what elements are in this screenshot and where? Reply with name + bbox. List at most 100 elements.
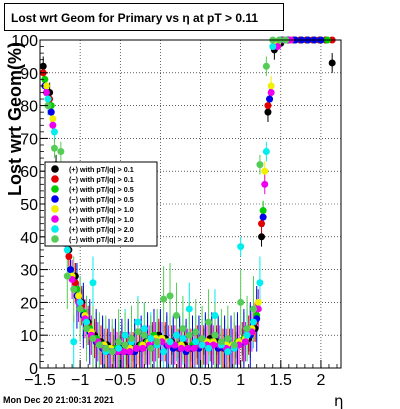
data-point xyxy=(274,43,282,51)
data-point xyxy=(121,331,129,339)
data-point xyxy=(166,338,174,346)
data-point xyxy=(267,88,275,96)
data-point xyxy=(63,272,71,280)
y-tick-label: 100 xyxy=(11,33,38,50)
data-point xyxy=(205,344,213,352)
legend-marker xyxy=(51,235,59,243)
data-point xyxy=(83,325,91,333)
y-tick-label: 0 xyxy=(29,361,38,378)
data-point xyxy=(115,338,123,346)
y-tick-label: 30 xyxy=(20,263,38,280)
data-point xyxy=(63,246,71,254)
data-point xyxy=(211,331,219,339)
data-point xyxy=(254,305,262,313)
data-point xyxy=(259,213,267,221)
data-point xyxy=(108,348,116,356)
data-point xyxy=(269,43,277,51)
legend-marker xyxy=(51,175,59,183)
data-point xyxy=(75,292,83,300)
data-point xyxy=(262,62,270,70)
y-tick-label: 60 xyxy=(20,164,38,181)
data-point xyxy=(185,305,193,313)
data-point xyxy=(190,344,198,352)
legend-marker xyxy=(51,185,59,193)
data-point xyxy=(328,59,336,67)
data-point xyxy=(115,344,123,352)
x-tick-label: −1.5 xyxy=(24,372,56,389)
data-point xyxy=(217,338,225,346)
legend-entry: (−) with pT/|q| > 0.5 xyxy=(69,195,134,204)
legend-entry: (+) with pT/|q| > 0.5 xyxy=(69,185,134,194)
data-point xyxy=(139,344,147,352)
data-point xyxy=(192,328,200,336)
data-point xyxy=(243,331,251,339)
x-tick-label: −1 xyxy=(71,372,89,389)
data-point xyxy=(237,243,245,251)
data-point xyxy=(147,334,155,342)
data-point xyxy=(126,348,134,356)
x-axis-label: η xyxy=(334,392,344,409)
data-point xyxy=(95,341,103,349)
data-point xyxy=(76,298,84,306)
data-point xyxy=(184,344,192,352)
x-tick-label: 1 xyxy=(236,372,245,389)
legend-entry: (−) with pT/|q| > 1.0 xyxy=(69,215,134,224)
data-point xyxy=(67,266,75,274)
data-point xyxy=(121,341,129,349)
x-tick-label: −0.5 xyxy=(104,372,136,389)
data-point xyxy=(256,161,264,169)
data-point xyxy=(264,108,272,116)
data-point xyxy=(258,233,266,241)
legend-marker xyxy=(51,195,59,203)
data-point xyxy=(266,95,274,103)
legend: (+) with pT/|q| > 0.1 (−) with pT/|q| > 0… xyxy=(44,161,158,247)
data-point xyxy=(205,318,213,326)
legend-box xyxy=(44,161,158,247)
data-point xyxy=(179,334,187,342)
data-point xyxy=(132,344,140,352)
y-tick-label: 50 xyxy=(20,197,38,214)
data-point xyxy=(254,298,262,306)
y-tick-label: 20 xyxy=(20,295,38,312)
x-tick-label: 2 xyxy=(316,372,325,389)
data-point xyxy=(47,108,55,116)
data-point xyxy=(262,148,270,156)
data-point xyxy=(83,318,91,326)
data-point xyxy=(89,334,97,342)
data-point xyxy=(44,95,52,103)
data-point xyxy=(250,305,258,313)
y-axis-label: Lost wrt Geom(%) xyxy=(5,42,25,196)
data-point xyxy=(166,292,174,300)
data-point xyxy=(264,102,272,110)
data-point xyxy=(185,331,193,339)
data-point xyxy=(41,75,49,83)
data-point xyxy=(243,325,251,333)
x-tick-label: 0 xyxy=(156,372,165,389)
data-point xyxy=(230,341,238,349)
data-point xyxy=(44,102,52,110)
data-point xyxy=(198,341,206,349)
data-point xyxy=(267,82,275,90)
legend-marker xyxy=(51,205,59,213)
data-point xyxy=(42,82,50,90)
y-tick-label: 40 xyxy=(20,230,38,247)
data-point xyxy=(250,318,258,326)
data-point xyxy=(179,325,187,333)
data-point xyxy=(49,115,57,123)
data-point xyxy=(177,344,185,352)
data-point xyxy=(70,338,78,346)
y-tick-label: 70 xyxy=(20,131,38,148)
legend-marker xyxy=(51,215,59,223)
data-point xyxy=(65,252,73,260)
data-point xyxy=(256,279,264,287)
data-point xyxy=(211,312,219,320)
data-point xyxy=(261,180,269,188)
data-point xyxy=(261,167,269,175)
data-point xyxy=(172,331,180,339)
data-point xyxy=(237,298,245,306)
data-point xyxy=(50,144,58,152)
legend-entry: (+) with pT/|q| > 0.1 xyxy=(69,165,134,174)
data-point xyxy=(258,220,266,228)
data-point xyxy=(102,344,110,352)
data-point xyxy=(76,305,84,313)
